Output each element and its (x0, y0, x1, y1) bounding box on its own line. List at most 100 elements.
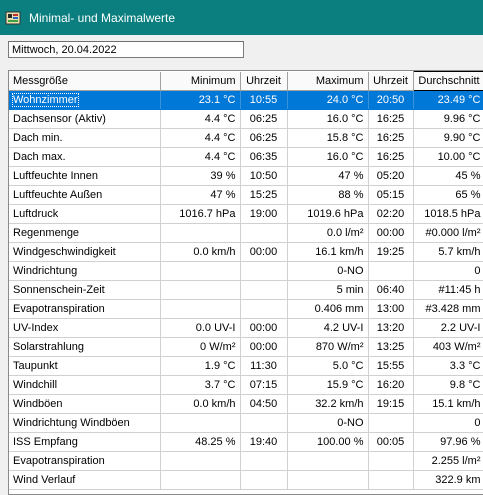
table-row[interactable]: Windböen 0.0 km/h 04:50 32.2 km/h 19:15 15.1 … (9, 394, 483, 414)
row-label: Windgeschwindigkeit (13, 246, 116, 258)
column-divider (160, 71, 161, 91)
table-row[interactable]: UV-Index 0.0 UV-I 00:00 4.2 UV-I 13:20 2.2 UV… (9, 318, 483, 338)
table-row[interactable]: Luftdruck 1016.7 hPa 19:00 1019.6 hPa 02:20 1… (9, 204, 483, 224)
cell-minimum: 3.7 °C (161, 375, 241, 395)
cell-name: Luftfeuchte Innen (9, 166, 161, 186)
table-row[interactable]: Dachsensor (Aktiv) 4.4 °C 06:25 16.0 °C 16:2… (9, 109, 483, 129)
cell-maximum: 16.1 km/h (288, 242, 369, 262)
column-divider (160, 280, 161, 300)
cell-name: Luftfeuchte Außen (9, 185, 161, 205)
cell-name: Windgeschwindigkeit (9, 242, 161, 262)
table-row[interactable]: Sonnenschein-Zeit 5 min 06:40 #11:45 h (9, 280, 483, 300)
cell-min-time (240, 470, 288, 490)
cell-min-time: 11:30 (240, 356, 288, 376)
cell-name: Sonnenschein-Zeit (9, 280, 161, 300)
cell-maximum: 870 W/m² (288, 337, 369, 357)
table-row[interactable]: Evapotranspiration 2.255 l/m² (9, 451, 483, 471)
table-row[interactable]: Wind Verlauf 322.9 km (9, 470, 483, 490)
table-row[interactable]: Regenmenge 0.0 l/m² 00:00 #0.000 l/m² (9, 223, 483, 243)
cell-max-time: 16:20 (368, 375, 414, 395)
column-divider (287, 261, 288, 281)
column-divider (160, 356, 161, 376)
header-max-time[interactable]: Uhrzeit (368, 71, 414, 91)
date-field[interactable]: Mittwoch, 20.04.2022 (8, 41, 244, 58)
cell-min-time (240, 299, 288, 319)
table-row[interactable]: Taupunkt 1.9 °C 11:30 5.0 °C 15:55 3.3 °C (9, 356, 483, 376)
column-divider (287, 90, 288, 110)
column-divider (160, 242, 161, 262)
table-row[interactable]: Windgeschwindigkeit 0.0 km/h 00:00 16.1 km/… (9, 242, 483, 262)
header-min-time[interactable]: Uhrzeit (240, 71, 288, 91)
cell-minimum: 47 % (161, 185, 241, 205)
row-label: Windrichtung Windböen (13, 417, 130, 429)
app-icon (5, 11, 21, 24)
cell-name: Dachsensor (Aktiv) (9, 109, 161, 129)
cell-min-time: 00:00 (240, 242, 288, 262)
column-divider (160, 223, 161, 243)
table-row[interactable]: Wohnzimmer 23.1 °C 10:55 24.0 °C 20:50 23.49 … (9, 90, 483, 110)
cell-name: Windchill (9, 375, 161, 395)
cell-average: 9.90 °C (413, 128, 483, 148)
column-divider (287, 242, 288, 262)
column-divider (160, 451, 161, 471)
cell-min-time: 10:55 (240, 90, 288, 110)
cell-name: Luftdruck (9, 204, 161, 224)
column-divider (160, 394, 161, 414)
table-row[interactable]: Solarstrahlung 0 W/m² 00:00 870 W/m² 13:25 40… (9, 337, 483, 357)
table-row[interactable]: Windchill 3.7 °C 07:15 15.9 °C 16:20 9.8 °C (9, 375, 483, 395)
row-label: Dachsensor (Aktiv) (13, 113, 106, 125)
row-label: Evapotranspiration (13, 303, 105, 315)
table-row[interactable]: Dach min. 4.4 °C 06:25 15.8 °C 16:25 9.90 °C (9, 128, 483, 148)
cell-max-time (368, 261, 414, 281)
column-divider (287, 109, 288, 129)
table-row[interactable]: Luftfeuchte Innen 39 % 10:50 47 % 05:20 45 % (9, 166, 483, 186)
row-label: UV-Index (13, 322, 59, 334)
table-row[interactable]: Luftfeuchte Außen 47 % 15:25 88 % 05:15 65 % (9, 185, 483, 205)
cell-max-time: 16:25 (368, 128, 414, 148)
table-row[interactable]: Windrichtung 0-NO 0 (9, 261, 483, 281)
header-measure[interactable]: Messgröße (9, 71, 161, 91)
cell-average: 9.8 °C (413, 375, 483, 395)
cell-min-time: 06:35 (240, 147, 288, 167)
cell-minimum (161, 261, 241, 281)
cell-average: 322.9 km (413, 470, 483, 490)
cell-maximum: 100.00 % (288, 432, 369, 452)
cell-max-time: 05:15 (368, 185, 414, 205)
cell-minimum: 0.0 km/h (161, 394, 241, 414)
column-divider (160, 432, 161, 452)
cell-maximum (288, 470, 369, 490)
cell-average: 45 % (413, 166, 483, 186)
cell-maximum: 16.0 °C (288, 147, 369, 167)
cell-min-time (240, 451, 288, 471)
cell-max-time: 19:15 (368, 394, 414, 414)
cell-name: Windrichtung Windböen (9, 413, 161, 433)
row-label: Windböen (13, 398, 63, 410)
header-maximum[interactable]: Maximum (288, 71, 369, 91)
cell-min-time: 19:40 (240, 432, 288, 452)
table-row[interactable]: Dach max. 4.4 °C 06:35 16.0 °C 16:25 10.00 °C (9, 147, 483, 167)
table-row[interactable]: ISS Empfang 48.25 % 19:40 100.00 % 00:05 97.9… (9, 432, 483, 452)
column-divider (160, 261, 161, 281)
cell-minimum: 1.9 °C (161, 356, 241, 376)
header-average[interactable]: Durchschnitt (412, 71, 483, 91)
row-label: Luftdruck (13, 208, 59, 220)
column-divider (160, 299, 161, 319)
cell-minimum: 48.25 % (161, 432, 241, 452)
cell-minimum: 1016.7 hPa (161, 204, 241, 224)
row-label: Windrichtung (13, 265, 78, 277)
cell-max-time: 05:20 (368, 166, 414, 186)
table-row[interactable]: Evapotranspiration 0.406 mm 13:00 #3.428 mm (9, 299, 483, 319)
column-divider (287, 71, 288, 91)
column-divider (287, 299, 288, 319)
cell-average: 2.255 l/m² (413, 451, 483, 471)
column-divider (287, 223, 288, 243)
cell-name: Evapotranspiration (9, 299, 161, 319)
cell-average: 15.1 km/h (413, 394, 483, 414)
table-row[interactable]: Windrichtung Windböen 0-NO 0 (9, 413, 483, 433)
column-divider (160, 413, 161, 433)
min-max-table[interactable]: Messgröße Minimum Uhrzeit Maximum Uhrzei… (8, 70, 483, 495)
column-divider (160, 185, 161, 205)
cell-name: Wind Verlauf (9, 470, 161, 490)
cell-minimum: 39 % (161, 166, 241, 186)
header-minimum[interactable]: Minimum (161, 71, 241, 91)
